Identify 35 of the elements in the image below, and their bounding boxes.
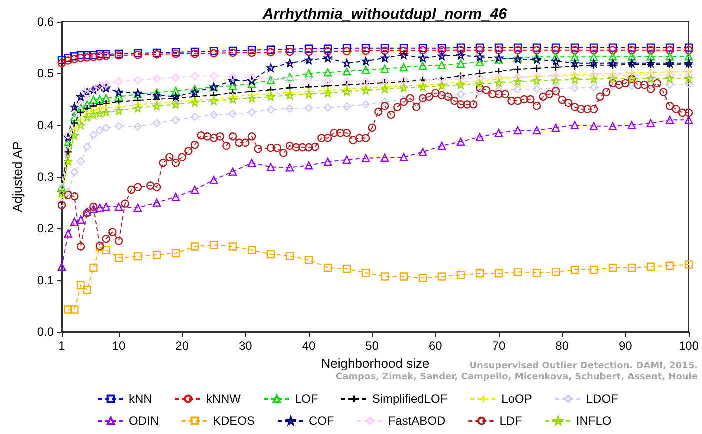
y-tick-label: 0.2 [37, 222, 54, 236]
legend-label: SimplifiedLOF [372, 392, 448, 406]
x-tick-label: 60 [428, 339, 443, 353]
legend-label: kNN [129, 392, 152, 406]
y-tick-label: 0.1 [37, 273, 54, 288]
x-tick-label: 100 [678, 339, 700, 353]
y-tick-label: 0.0 [37, 325, 54, 339]
legend-label: kNNW [206, 392, 242, 406]
legend-label: LDOF [586, 392, 618, 406]
y-tick-label: 0.4 [37, 118, 54, 132]
x-tick-label: 30 [238, 339, 253, 353]
legend-label: LoOP [502, 392, 532, 406]
y-tick-label: 0.6 [37, 15, 54, 29]
legend-label: LOF [294, 392, 318, 406]
legend-label: ODIN [129, 414, 159, 428]
x-tick-label: 10 [112, 339, 126, 353]
text: Unsupervised Outlier Detection. DAMI, 2015. [470, 362, 698, 372]
legend-label: LDF [500, 414, 522, 428]
x-tick-label: 50 [366, 339, 380, 353]
x-tick-label: 40 [302, 339, 316, 353]
x-tick-label: 80 [556, 339, 570, 353]
x-tick-label: 90 [618, 339, 633, 353]
x-tick-label: 70 [492, 339, 506, 353]
legend-label: FastABOD [388, 414, 446, 428]
legend-label: KDEOS [213, 414, 256, 428]
x-tick-label: 20 [176, 339, 190, 353]
legend-label: COF [309, 414, 334, 428]
x-tick-label: 1 [58, 339, 66, 353]
x-axis-title: Neighborhood size [321, 356, 430, 371]
chart-title: Arrhythmia_withoutdupl_norm_46 [262, 6, 508, 23]
text: Campos, Zimek, Sander, Campello, Micenkova, Schubert, Assent, Houle [336, 372, 698, 382]
y-axis-title: Adjusted AP [10, 142, 25, 212]
y-tick-label: 0.5 [37, 66, 54, 81]
y-tick-label: 0.3 [37, 170, 54, 184]
legend-label: INFLO [576, 414, 612, 428]
